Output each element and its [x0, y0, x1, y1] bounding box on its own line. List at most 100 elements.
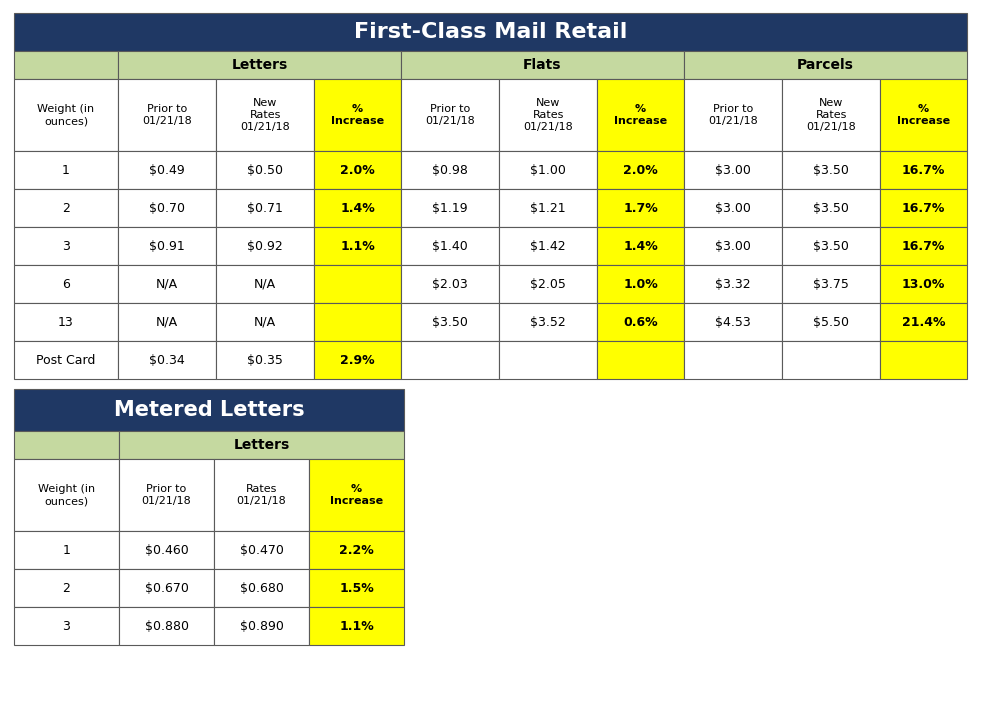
Text: $1.40: $1.40: [433, 240, 468, 252]
Bar: [214, 531, 309, 569]
Text: $3.52: $3.52: [531, 316, 566, 328]
Text: Prior to
01/21/18: Prior to 01/21/18: [141, 484, 191, 506]
Bar: [118, 265, 216, 303]
Bar: [499, 189, 597, 227]
Bar: [14, 13, 967, 51]
Text: Parcels: Parcels: [797, 58, 853, 72]
Text: 1.4%: 1.4%: [340, 202, 375, 214]
Text: 2: 2: [62, 202, 70, 214]
Bar: [14, 189, 118, 227]
Text: 2.0%: 2.0%: [623, 164, 658, 176]
Bar: [782, 303, 880, 341]
Text: $3.50: $3.50: [433, 316, 468, 328]
Bar: [401, 151, 499, 189]
Bar: [314, 227, 401, 265]
Bar: [597, 151, 684, 189]
Text: $2.03: $2.03: [433, 278, 468, 290]
Text: $0.670: $0.670: [144, 581, 188, 595]
Bar: [119, 431, 404, 459]
Text: 1: 1: [63, 543, 71, 557]
Text: 1: 1: [62, 164, 70, 176]
Text: $0.890: $0.890: [239, 619, 284, 633]
Bar: [782, 151, 880, 189]
Text: 2.9%: 2.9%: [340, 354, 375, 366]
Bar: [216, 189, 314, 227]
Bar: [401, 189, 499, 227]
Bar: [14, 341, 118, 379]
Text: Post Card: Post Card: [36, 354, 96, 366]
Text: $0.35: $0.35: [247, 354, 284, 366]
Text: $0.50: $0.50: [247, 164, 284, 176]
Bar: [880, 227, 967, 265]
Bar: [401, 265, 499, 303]
Bar: [14, 151, 118, 189]
Bar: [118, 303, 216, 341]
Text: $0.34: $0.34: [149, 354, 185, 366]
Bar: [684, 227, 782, 265]
Bar: [782, 227, 880, 265]
Bar: [401, 227, 499, 265]
Text: 1.5%: 1.5%: [339, 581, 374, 595]
Text: $0.70: $0.70: [149, 202, 185, 214]
Text: Metered Letters: Metered Letters: [114, 400, 304, 420]
Text: 16.7%: 16.7%: [902, 202, 946, 214]
Text: 2: 2: [63, 581, 71, 595]
Text: $0.98: $0.98: [433, 164, 468, 176]
Text: $0.92: $0.92: [247, 240, 284, 252]
Bar: [880, 265, 967, 303]
Bar: [880, 79, 967, 151]
Text: %
Increase: % Increase: [897, 104, 951, 127]
Bar: [314, 303, 401, 341]
Text: Prior to
01/21/18: Prior to 01/21/18: [142, 104, 192, 127]
Text: Rates
01/21/18: Rates 01/21/18: [236, 484, 286, 506]
Bar: [118, 79, 216, 151]
Text: N/A: N/A: [156, 278, 179, 290]
Bar: [499, 227, 597, 265]
Bar: [14, 459, 119, 531]
Text: $1.00: $1.00: [531, 164, 566, 176]
Bar: [597, 341, 684, 379]
Bar: [684, 51, 967, 79]
Text: $0.680: $0.680: [239, 581, 284, 595]
Text: $0.460: $0.460: [144, 543, 188, 557]
Bar: [684, 303, 782, 341]
Bar: [401, 303, 499, 341]
Text: $1.19: $1.19: [433, 202, 468, 214]
Text: First-Class Mail Retail: First-Class Mail Retail: [354, 22, 627, 42]
Text: $3.50: $3.50: [813, 164, 850, 176]
Bar: [597, 189, 684, 227]
Text: Prior to
01/21/18: Prior to 01/21/18: [425, 104, 475, 127]
Bar: [14, 607, 119, 645]
Bar: [118, 227, 216, 265]
Text: $0.49: $0.49: [149, 164, 185, 176]
Text: Letters: Letters: [232, 58, 287, 72]
Bar: [14, 431, 119, 459]
Bar: [14, 303, 118, 341]
Text: 16.7%: 16.7%: [902, 164, 946, 176]
Bar: [14, 389, 404, 431]
Text: $0.880: $0.880: [144, 619, 188, 633]
Text: Weight (in
ounces): Weight (in ounces): [37, 104, 94, 127]
Text: N/A: N/A: [254, 316, 277, 328]
Bar: [499, 79, 597, 151]
Bar: [499, 303, 597, 341]
Text: N/A: N/A: [156, 316, 179, 328]
Text: 13.0%: 13.0%: [902, 278, 946, 290]
Bar: [216, 151, 314, 189]
Bar: [597, 79, 684, 151]
Text: 1.0%: 1.0%: [623, 278, 658, 290]
Text: N/A: N/A: [254, 278, 277, 290]
Text: $0.71: $0.71: [247, 202, 284, 214]
Bar: [401, 79, 499, 151]
Text: 1.4%: 1.4%: [623, 240, 658, 252]
Text: 1.1%: 1.1%: [340, 240, 375, 252]
Bar: [118, 341, 216, 379]
Bar: [14, 265, 118, 303]
Text: New
Rates
01/21/18: New Rates 01/21/18: [240, 98, 290, 132]
Text: Flats: Flats: [523, 58, 562, 72]
Text: $3.50: $3.50: [813, 202, 850, 214]
Text: $0.91: $0.91: [149, 240, 185, 252]
Text: $4.53: $4.53: [715, 316, 751, 328]
Text: $3.00: $3.00: [715, 202, 751, 214]
Bar: [314, 341, 401, 379]
